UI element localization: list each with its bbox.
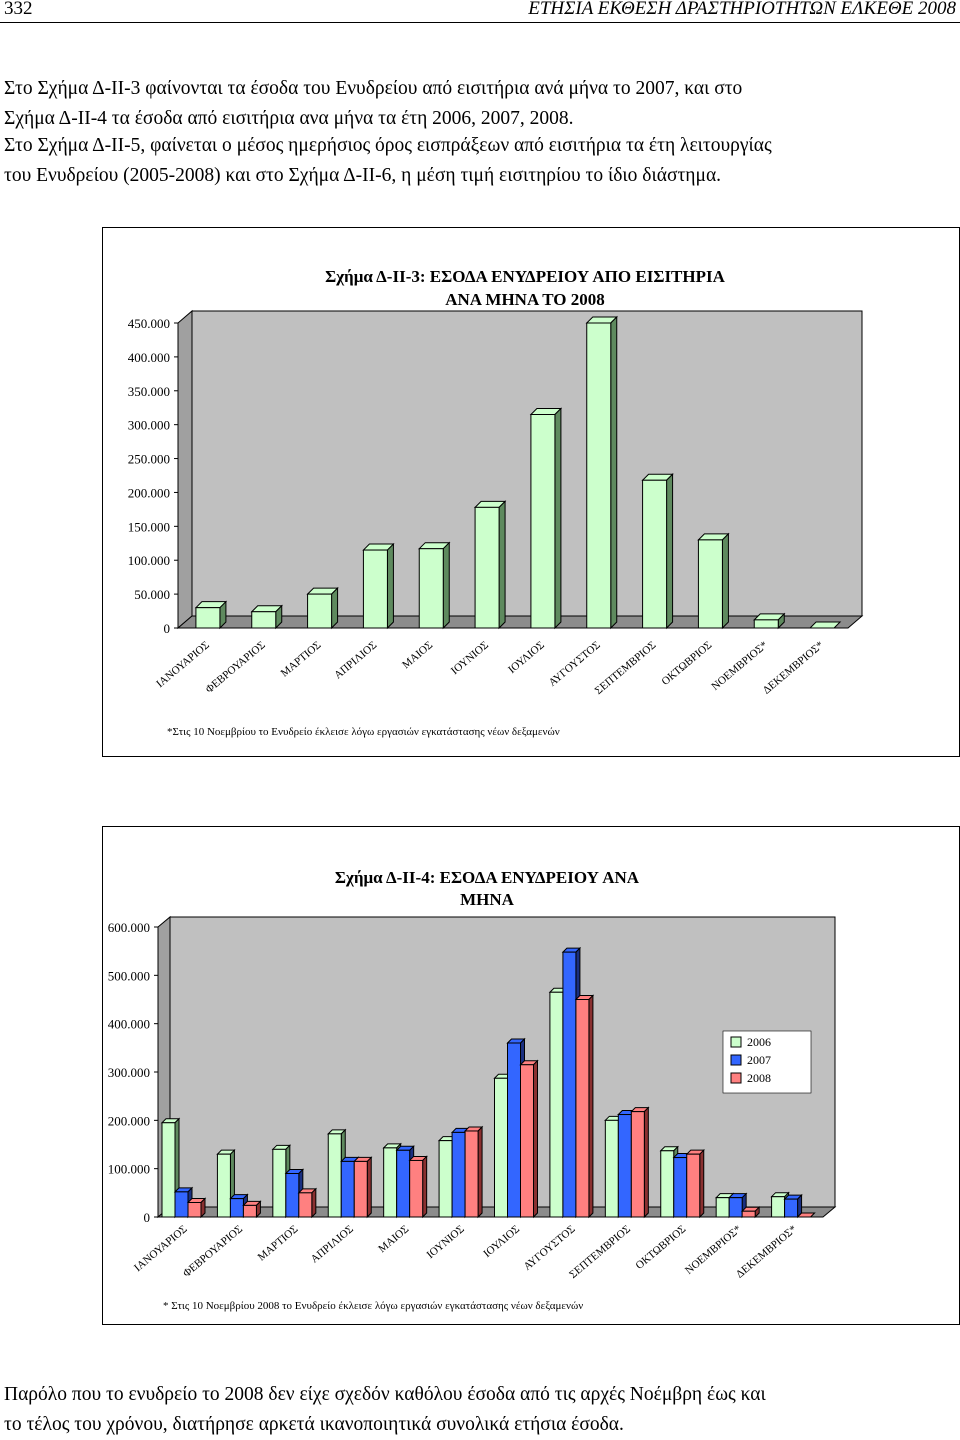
intro-line-3: Στο Σχήμα Δ-ΙΙ-5, φαίνεται ο μέσος ημερή… xyxy=(4,135,772,156)
x-tick-label: ΑΥΓΟΥΣΤΟΣ xyxy=(521,1223,577,1273)
x-tick-label: ΣΕΠΤΕΜΒΡΙΟΣ xyxy=(593,639,659,697)
bar-2008 xyxy=(641,473,674,630)
bar-2007 xyxy=(783,1193,803,1219)
intro-paragraph-2: Στο Σχήμα Δ-ΙΙ-5, φαίνεται ο μέσος ημερή… xyxy=(4,131,958,191)
x-tick-label: ΙΟΥΛΙΟΣ xyxy=(481,1223,522,1260)
page-header: 332 ΕΤΗΣΙΑ ΕΚΘΕΣΗ ΔΡΑΣΤΗΡΙΟΤΗΤΩΝ ΕΛΚΕΘΕ … xyxy=(0,0,960,28)
y-tick-label: 150.000 xyxy=(128,519,170,534)
x-tick-label: ΑΠΡΙΛΙΟΣ xyxy=(309,1223,356,1265)
bar-2008 xyxy=(473,500,507,630)
y-tick-label: 350.000 xyxy=(128,384,170,399)
chart-title-line-2: ΜΗΝΑ xyxy=(460,890,515,909)
x-tick-label: ΔΕΚΕΜΒΡΙΟΣ* xyxy=(761,639,826,697)
y-tick-label: 0 xyxy=(144,1210,151,1225)
x-tick-label: ΜΑΙΟΣ xyxy=(376,1223,411,1255)
bar-2008 xyxy=(353,1156,373,1219)
x-tick-label: ΝΟΕΜΒΡΙΟΣ* xyxy=(709,639,770,693)
x-tick-label: ΜΑΡΤΙΟΣ xyxy=(279,639,324,679)
x-tick-label: ΙΟΥΝΙΟΣ xyxy=(449,639,491,677)
bar-2008 xyxy=(408,1155,428,1219)
back-wall xyxy=(191,310,863,617)
y-tick-label: 100.000 xyxy=(128,553,170,568)
legend-swatch-2007 xyxy=(730,1054,742,1066)
legend-swatch-2008 xyxy=(730,1072,742,1084)
outro-paragraph: Παρόλο που το ενυδρείο το 2008 δεν είχε … xyxy=(4,1380,958,1440)
bar-2008 xyxy=(242,1200,262,1219)
bar-2008 xyxy=(297,1187,318,1219)
x-tick-label: ΔΕΚΕΜΒΡΙΟΣ* xyxy=(734,1223,799,1281)
chart-title-line-2: ΑΝΑ ΜΗΝΑ ΤΟ 2008 xyxy=(445,290,604,309)
bar-2008 xyxy=(194,600,228,630)
legend-label-2007: 2007 xyxy=(747,1053,771,1067)
y-tick-label: 0 xyxy=(164,621,171,636)
bar-2008 xyxy=(796,1212,816,1218)
bar-2008 xyxy=(685,1148,705,1219)
x-tick-label: ΙΟΥΛΙΟΣ xyxy=(506,639,547,676)
bar-2008 xyxy=(463,1125,484,1219)
x-tick-label: ΟΚΤΩΒΡΙΟΣ xyxy=(634,1223,689,1272)
chart-monthly-2008-svg: 0 50.000 100.000 150.000 200.000 250.000 300.0… xyxy=(128,267,864,738)
x-tick-label: ΙΑΝΟΥΑΡΙΟΣ xyxy=(132,1223,190,1274)
y-tick-label: 50.000 xyxy=(134,587,170,602)
chart-monthly-by-year: 0 100.000 200.000 300.000 400.000 500.000 600.… xyxy=(102,826,960,1325)
chart-monthly-2008: 0 50.000 100.000 150.000 200.000 250.000 300.0… xyxy=(102,227,960,757)
bar-2006 xyxy=(216,1148,236,1219)
chart-monthly-by-year-svg: 0 100.000 200.000 300.000 400.000 500.000 600.… xyxy=(108,868,837,1312)
page-number: 332 xyxy=(4,0,33,19)
y-tick-label: 400.000 xyxy=(128,350,170,365)
bar-2008 xyxy=(250,604,283,630)
bar-2008 xyxy=(186,1197,207,1219)
bar-2008 xyxy=(697,532,730,630)
outro-line-2: το τέλος του χρόνου, διατήρησε αρκετά ικ… xyxy=(4,1414,624,1435)
bar-2008 xyxy=(585,315,618,630)
bar-2008 xyxy=(808,621,842,629)
legend-label-2008: 2008 xyxy=(747,1071,771,1085)
legend-swatch-2006 xyxy=(730,1036,742,1048)
chart-title-line-1: Σχήμα Δ-ΙΙ-3: ΕΣΟΔΑ ΕΝΥΔΡΕΙΟΥ ΑΠΟ ΕΙΣΙΤΗ… xyxy=(325,267,726,286)
chart-title-line-1: Σχήμα Δ-ΙΙ-4: ΕΣΟΔΑ ΕΝΥΔΡΕΙΟΥ ΑΝΑ xyxy=(335,868,640,887)
side-wall xyxy=(177,309,193,630)
floor xyxy=(176,615,864,629)
x-tick-label: ΙΟΥΝΙΟΣ xyxy=(425,1223,467,1261)
y-tick-label: 450.000 xyxy=(128,316,170,331)
bar-2008 xyxy=(418,541,451,630)
y-tick-label: 500.000 xyxy=(108,968,150,983)
intro-line-1: Στο Σχήμα Δ-ΙΙ-3 φαίνονται τα έσοδα του … xyxy=(4,78,743,99)
x-tick-label: ΜΑΙΟΣ xyxy=(400,639,435,671)
chart-footnote: *Στις 10 Νοεμβρίου το Ενυδρείο έκλεισε λ… xyxy=(167,726,560,738)
outro-line-1: Παρόλο που το ενυδρείο το 2008 δεν είχε … xyxy=(4,1384,766,1405)
bar-2008 xyxy=(630,1106,650,1219)
bar-2008 xyxy=(519,1059,539,1219)
intro-line-4: του Ενυδρείου (2005-2008) και στο Σχήμα … xyxy=(4,165,722,186)
x-tick-label: ΑΥΓΟΥΣΤΟΣ xyxy=(547,639,603,689)
bar-2008 xyxy=(306,586,339,630)
bar-2008 xyxy=(740,1205,761,1219)
y-tick-label: 400.000 xyxy=(108,1017,150,1032)
x-tick-label: ΦΕΒΡΟΥΑΡΙΟΣ xyxy=(181,1223,245,1280)
y-tick-label: 200.000 xyxy=(128,485,170,500)
intro-paragraph-1: Στο Σχήμα Δ-ΙΙ-3 φαίνονται τα έσοδα του … xyxy=(4,74,958,134)
intro-line-2: Σχήμα Δ-ΙΙ-4 τα έσοδα από εισιτήρια ανα … xyxy=(4,108,574,129)
x-tick-label: ΜΑΡΤΙΟΣ xyxy=(256,1223,301,1263)
x-tick-label: ΝΟΕΜΒΡΙΟΣ* xyxy=(683,1223,744,1277)
bar-2008 xyxy=(529,407,563,630)
bar-2008 xyxy=(362,542,395,630)
legend-label-2006: 2006 xyxy=(747,1035,771,1049)
y-tick-label: 200.000 xyxy=(108,1113,150,1128)
x-tick-label: ΑΠΡΙΛΙΟΣ xyxy=(332,639,379,681)
y-tick-label: 300.000 xyxy=(108,1065,150,1080)
y-tick-label: 100.000 xyxy=(108,1162,150,1177)
chart-footnote: * Στις 10 Νοεμβρίου 2008 το Ενυδρείο έκλ… xyxy=(163,1300,583,1312)
y-tick-label: 250.000 xyxy=(128,452,170,467)
x-tick-label: ΟΚΤΩΒΡΙΟΣ xyxy=(659,639,714,688)
header-rule xyxy=(0,22,960,23)
x-tick-label: ΙΑΝΟΥΑΡΙΟΣ xyxy=(154,639,212,690)
bar-2008 xyxy=(753,612,786,630)
report-title: ΕΤΗΣΙΑ ΕΚΘΕΣΗ ΔΡΑΣΤΗΡΙΟΤΗΤΩΝ ΕΛΚΕΘΕ 2008 xyxy=(528,0,956,19)
y-tick-label: 300.000 xyxy=(128,418,170,433)
bar-2008 xyxy=(574,994,595,1219)
x-tick-label: ΦΕΒΡΟΥΑΡΙΟΣ xyxy=(203,639,267,696)
y-tick-label: 600.000 xyxy=(108,920,150,935)
